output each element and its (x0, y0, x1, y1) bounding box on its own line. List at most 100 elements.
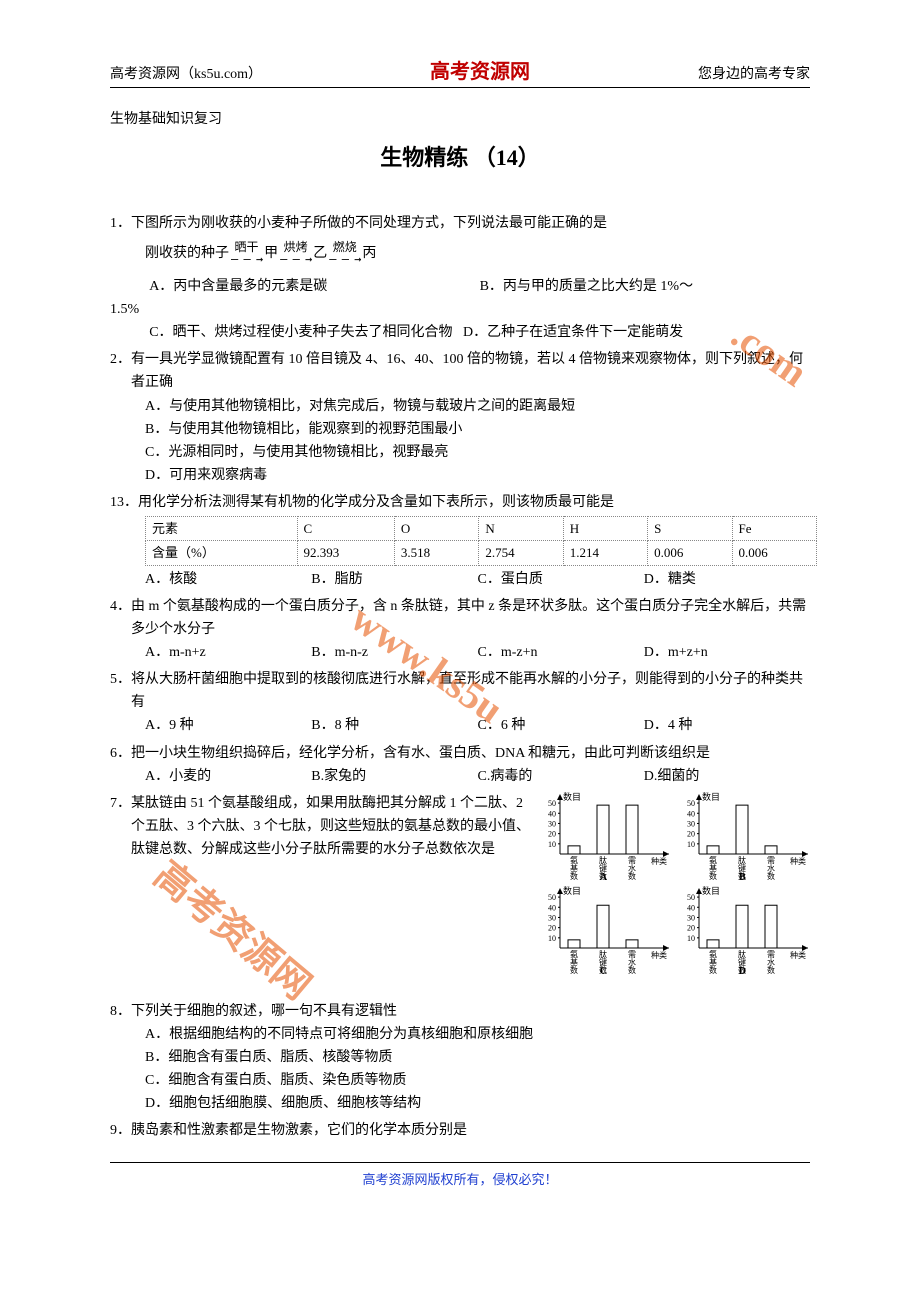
q5-opt-c: C．6 种 (478, 714, 644, 737)
q5-opt-d: D．4 种 (644, 714, 810, 737)
q4-opt-d: D．m+z+n (644, 641, 810, 664)
svg-text:20: 20 (687, 923, 695, 932)
q7-charts-container: 数目1020304050氨基数肽键数需水数种类A 数目1020304050氨基数… (530, 792, 810, 976)
question-2: 2．有一具光学显微镜配置有 10 倍目镜及 4、16、40、100 倍的物镜，若… (110, 348, 810, 487)
table-row: 含量（%） 92.393 3.518 2.754 1.214 0.006 0.0… (146, 541, 817, 565)
q9-stem: 9．胰岛素和性激素都是生物激素，它们的化学本质分别是 (110, 1119, 810, 1142)
table-row: 元素 C O N H S Fe (146, 517, 817, 541)
svg-text:10: 10 (548, 840, 556, 849)
svg-text:40: 40 (548, 809, 556, 818)
q7-chart-d: 数目1020304050氨基数肽键数需水数种类D (675, 886, 810, 976)
svg-text:50: 50 (687, 799, 695, 808)
q1-process-diagram: 刚收获的种子 晒干— — → 甲 烘烤— — → 乙 燃烧— — → 丙 (110, 241, 810, 265)
q6-opt-c: C.病毒的 (478, 765, 644, 788)
question-1: 1．下图所示为刚收获的小麦种子所做的不同处理方式，下列说法最可能正确的是 刚收获… (110, 212, 810, 344)
q13-opts: A．核酸 B．脂肪 C．蛋白质 D．糖类 (110, 568, 810, 591)
svg-text:10: 10 (687, 934, 695, 943)
cell: 2.754 (479, 541, 563, 565)
q4-opts: A．m-n+z B．m-n-z C．m-z+n D．m+z+n (110, 641, 810, 664)
cell: 92.393 (297, 541, 394, 565)
q1-opt-a: A．丙中含量最多的元素是碳 (149, 275, 479, 298)
q2-opt-a: A．与使用其他物镜相比，对焦完成后，物镜与载玻片之间的距离最短 (110, 395, 810, 418)
cell: C (297, 517, 394, 541)
svg-text:20: 20 (548, 829, 556, 838)
q4-opt-b: B．m-n-z (311, 641, 477, 664)
q1-opt-b-cont: 1.5% (110, 298, 810, 321)
q8-opt-d: D．细胞包括细胞膜、细胞质、细胞核等结构 (110, 1092, 810, 1115)
svg-text:30: 30 (548, 819, 556, 828)
question-5: 5．将从大肠杆菌细胞中提取到的核酸彻底进行水解，直至形成不能再水解的小分子，则能… (110, 668, 810, 737)
q2-opt-d: D．可用来观察病毒 (110, 464, 810, 487)
q4-opt-c: C．m-z+n (478, 641, 644, 664)
cell: S (648, 517, 732, 541)
question-4: 4．由 m 个氨基酸构成的一个蛋白质分子，含 n 条肽链，其中 z 条是环状多肽… (110, 595, 810, 664)
q8-opt-c: C．细胞含有蛋白质、脂质、染色质等物质 (110, 1069, 810, 1092)
header-left: 高考资源网（ks5u.com） (110, 63, 262, 83)
cell: 0.006 (732, 541, 816, 565)
q2-stem: 2．有一具光学显微镜配置有 10 倍目镜及 4、16、40、100 倍的物镜，若… (110, 348, 810, 394)
q1-opts-cd: C．晒干、烘烤过程使小麦种子失去了相同化合物 D．乙种子在适宜条件下一定能萌发 (110, 321, 810, 344)
svg-text:种类: 种类 (651, 950, 667, 960)
q13-opt-d: D．糖类 (644, 568, 810, 591)
q1-opt-d: D．乙种子在适宜条件下一定能萌发 (463, 321, 683, 344)
svg-text:种类: 种类 (651, 856, 667, 866)
svg-text:40: 40 (687, 903, 695, 912)
q1-step1: 晒干— — → (231, 241, 262, 265)
subtitle: 生物基础知识复习 (110, 108, 810, 128)
cell: O (394, 517, 478, 541)
q4-stem: 4．由 m 个氨基酸构成的一个蛋白质分子，含 n 条肽链，其中 z 条是环状多肽… (110, 595, 810, 641)
q8-opt-a: A．根据细胞结构的不同特点可将细胞分为真核细胞和原核细胞 (110, 1023, 810, 1046)
question-9: 9．胰岛素和性激素都是生物激素，它们的化学本质分别是 (110, 1119, 810, 1142)
svg-text:C: C (600, 966, 607, 976)
q1-step3: 燃烧— — → (329, 241, 360, 265)
svg-text:50: 50 (687, 893, 695, 902)
cell: H (563, 517, 647, 541)
svg-text:20: 20 (548, 923, 556, 932)
svg-text:20: 20 (687, 829, 695, 838)
svg-text:10: 10 (687, 840, 695, 849)
q7-chart-c: 数目1020304050氨基数肽键数需水数种类C (536, 886, 671, 976)
svg-text:10: 10 (548, 934, 556, 943)
q5-opt-a: A．9 种 (145, 714, 311, 737)
q5-opts: A．9 种 B．8 种 C．6 种 D．4 种 (110, 714, 810, 737)
svg-text:数: 数 (767, 871, 775, 881)
q1-opt-b: B．丙与甲的质量之比大约是 1%～ (480, 275, 694, 298)
svg-text:50: 50 (548, 893, 556, 902)
cell: 含量（%） (146, 541, 298, 565)
svg-text:30: 30 (687, 913, 695, 922)
question-13: 13．用化学分析法测得某有机物的化学成分及含量如下表所示，则该物质最可能是 元素… (110, 491, 810, 591)
q1-stem: 1．下图所示为刚收获的小麦种子所做的不同处理方式，下列说法最可能正确的是 (110, 212, 810, 235)
q1-proc-start: 刚收获的种子 (145, 242, 229, 265)
svg-text:A: A (600, 872, 608, 882)
cell: 0.006 (648, 541, 732, 565)
q2-opt-c: C．光源相同时，与使用其他物镜相比，视野最亮 (110, 441, 810, 464)
page-title: 生物精练 （14） (110, 140, 810, 172)
q6-opt-d: D.细菌的 (644, 765, 810, 788)
svg-text:数: 数 (709, 871, 717, 881)
svg-text:数目: 数目 (563, 792, 581, 802)
svg-text:30: 30 (687, 819, 695, 828)
svg-text:数: 数 (709, 965, 717, 975)
q1-mid3: 丙 (362, 242, 376, 265)
q8-stem: 8．下列关于细胞的叙述，哪一句不具有逻辑性 (110, 1000, 810, 1023)
svg-text:数: 数 (767, 965, 775, 975)
q7-chart-a: 数目1020304050氨基数肽键数需水数种类A (536, 792, 671, 882)
q5-stem: 5．将从大肠杆菌细胞中提取到的核酸彻底进行水解，直至形成不能再水解的小分子，则能… (110, 668, 810, 714)
q13-opt-c: C．蛋白质 (478, 568, 644, 591)
question-8: 8．下列关于细胞的叙述，哪一句不具有逻辑性 A．根据细胞结构的不同特点可将细胞分… (110, 1000, 810, 1115)
q6-opt-a: A．小麦的 (145, 765, 311, 788)
svg-text:30: 30 (548, 913, 556, 922)
svg-text:数目: 数目 (702, 886, 720, 896)
cell: N (479, 517, 563, 541)
q13-stem: 13．用化学分析法测得某有机物的化学成分及含量如下表所示，则该物质最可能是 (110, 491, 810, 514)
cell: Fe (732, 517, 816, 541)
q13-opt-a: A．核酸 (145, 568, 311, 591)
header-center-logo: 高考资源网 (430, 55, 530, 84)
svg-text:数: 数 (628, 871, 636, 881)
q13-opt-b: B．脂肪 (311, 568, 477, 591)
svg-text:数: 数 (570, 871, 578, 881)
header-right: 您身边的高考专家 (698, 63, 810, 83)
q1-mid2: 乙 (313, 242, 327, 265)
svg-text:B: B (739, 872, 746, 882)
q4-opt-a: A．m-n+z (145, 641, 311, 664)
